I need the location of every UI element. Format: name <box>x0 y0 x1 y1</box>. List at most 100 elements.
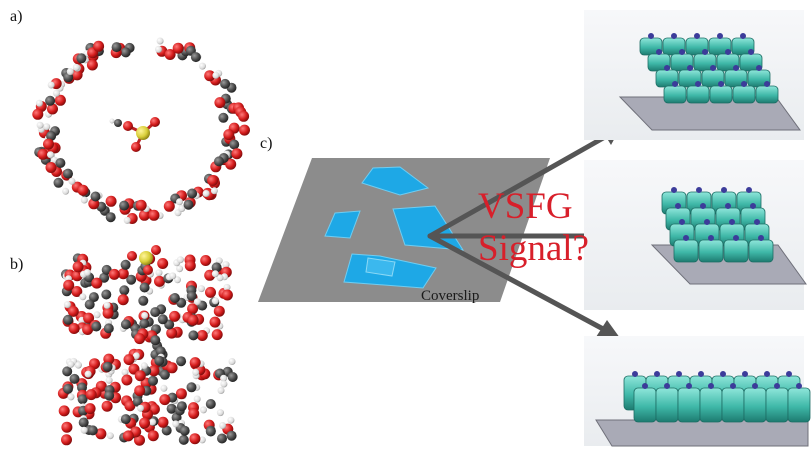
vsfg-signal-line2: Signal? <box>478 228 589 269</box>
carbon-atom <box>101 289 112 300</box>
carbon-atom <box>78 417 89 428</box>
carbon-atom <box>99 272 110 283</box>
hydrogen-atom <box>35 99 43 107</box>
hydrogen-atom <box>211 297 219 305</box>
carbon-atom <box>119 285 130 296</box>
oxygen-atom <box>77 184 89 196</box>
hydrogen-atom <box>227 416 235 424</box>
end-group <box>671 187 677 193</box>
carbon-atom <box>88 292 99 303</box>
oxygen-atom <box>58 405 70 417</box>
hydrogen-atom <box>149 418 157 426</box>
oxygen-atom <box>117 294 129 306</box>
carbon-atom <box>148 375 158 386</box>
hydrogen-atom <box>202 190 210 197</box>
carbon-atom <box>150 335 161 346</box>
hydrogen-atom <box>79 293 87 301</box>
carbon-atom <box>217 433 227 444</box>
end-group <box>718 81 724 87</box>
end-group <box>720 371 726 377</box>
hydrogen-atom <box>105 376 113 384</box>
oxygen-atom <box>231 148 243 160</box>
end-group <box>683 235 689 241</box>
carbon-atom <box>155 346 166 357</box>
cyclodextrin-unit <box>698 239 724 263</box>
carbon-atom <box>119 200 130 211</box>
end-group <box>721 187 727 193</box>
end-group <box>664 383 670 389</box>
oxygen-atom <box>84 403 96 415</box>
hydrogen-atom <box>198 62 206 70</box>
end-group <box>764 371 770 377</box>
cyclodextrin-unit <box>633 387 657 423</box>
carbon-atom <box>63 314 74 325</box>
oxygen-atom <box>134 385 146 397</box>
hydrogen-atom <box>63 301 71 309</box>
oxygen-atom <box>122 430 134 442</box>
oxygen-atom <box>225 158 237 170</box>
hydrogen-atom <box>121 368 129 376</box>
oxygen-atom <box>54 94 66 106</box>
oxygen-atom <box>166 362 178 374</box>
oxygen-atom <box>86 59 98 71</box>
carbon-atom <box>91 321 102 332</box>
end-group <box>796 383 802 389</box>
end-group <box>741 81 747 87</box>
hydrogen-atom <box>212 71 220 79</box>
oxygen-atom <box>211 329 223 341</box>
oxygen-atom <box>71 69 83 81</box>
hydrogen-atom <box>176 198 183 206</box>
carbon-atom <box>102 361 113 372</box>
carbon-atom <box>46 131 57 141</box>
oxygen-atom <box>93 40 105 52</box>
hydrogen-atom <box>216 409 224 417</box>
oxygen-atom <box>205 286 216 298</box>
carbon-atom <box>63 383 73 394</box>
hydrogen-atom <box>155 45 162 53</box>
carbon-atom <box>218 112 229 123</box>
carbon-atom <box>226 430 237 441</box>
oxygen-atom <box>43 138 54 150</box>
oxygen-atom <box>214 97 226 109</box>
oxygen-atom <box>157 258 169 269</box>
oxygen-atom <box>91 277 103 289</box>
carbon-atom <box>176 356 187 367</box>
hydrogen-atom <box>219 422 227 429</box>
carbon-atom <box>111 42 122 53</box>
end-group <box>748 49 754 55</box>
end-group <box>774 383 780 389</box>
hydrogen-atom <box>84 370 92 378</box>
carbon-atom <box>183 199 194 210</box>
oxygen-atom <box>175 388 187 400</box>
end-group <box>742 371 748 377</box>
hydrogen-atom <box>80 196 88 204</box>
hydrogen-atom <box>137 404 144 412</box>
oxygen-atom <box>213 305 225 317</box>
end-group <box>664 65 670 71</box>
cyclodextrin-ring-top-view <box>32 37 250 224</box>
oxygen-atom <box>221 289 233 301</box>
hydrogen-atom <box>106 432 114 440</box>
end-group <box>702 49 708 55</box>
carbon-atom <box>186 382 197 393</box>
carbon-atom <box>220 78 231 89</box>
cyclodextrin-unit <box>686 85 710 104</box>
end-group <box>752 383 758 389</box>
oxygen-atom <box>189 433 201 445</box>
carbon-atom <box>229 139 240 150</box>
oxygen-atom <box>117 268 129 280</box>
carbon-atom <box>103 323 114 334</box>
hydrogen-atom <box>62 187 70 195</box>
carbon-atom <box>69 373 80 384</box>
hydrogen-atom <box>66 68 74 76</box>
carbon-atom <box>77 382 87 393</box>
carbon-atom <box>90 191 101 202</box>
oxygen-atom <box>103 353 115 365</box>
hydrogen-atom <box>193 298 201 306</box>
carbon-atom <box>176 401 187 412</box>
cyclodextrin-unit <box>732 85 756 104</box>
end-group <box>695 81 701 87</box>
sulfate-molecule-icon <box>127 245 161 275</box>
end-group <box>750 203 756 209</box>
oxygen-atom <box>121 374 133 386</box>
